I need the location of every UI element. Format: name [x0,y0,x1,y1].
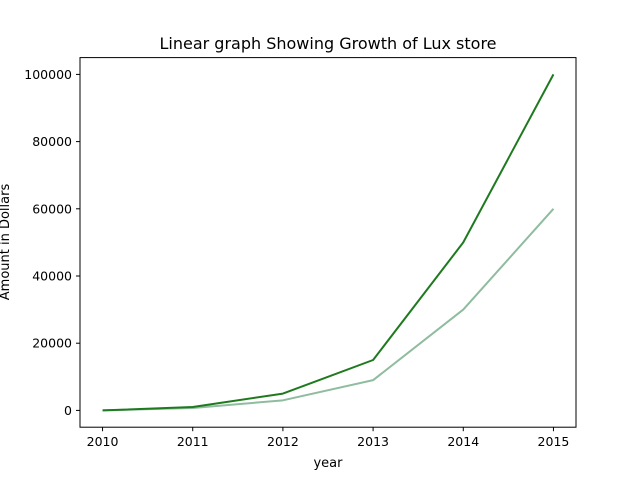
x-tick-label: 2012 [267,434,299,449]
y-tick-label: 60000 [32,201,72,216]
x-tick-label: 2011 [177,434,209,449]
x-tick-label: 2015 [538,434,570,449]
y-tick-label: 100000 [24,67,72,82]
y-axis: 0 20000 40000 60000 80000 100000 [24,67,80,418]
x-axis: 2010 2011 2012 2013 2014 2015 [87,427,570,449]
x-axis-label: year [313,456,343,471]
x-tick-label: 2014 [447,434,479,449]
y-tick-label: 0 [64,403,72,418]
series-layer [102,73,555,412]
y-axis-label: Amount in Dollars [0,184,13,301]
x-tick-label: 2013 [357,434,389,449]
plot-area-frame [79,57,577,428]
y-tick-label: 20000 [32,336,72,351]
y-tick-label: 80000 [32,134,72,149]
chart-title: Linear graph Showing Growth of Lux store [159,34,496,53]
x-tick-label: 2010 [87,434,119,449]
series-line-1 [102,73,555,412]
y-tick-label: 40000 [32,269,72,284]
series-line-2 [102,208,555,412]
